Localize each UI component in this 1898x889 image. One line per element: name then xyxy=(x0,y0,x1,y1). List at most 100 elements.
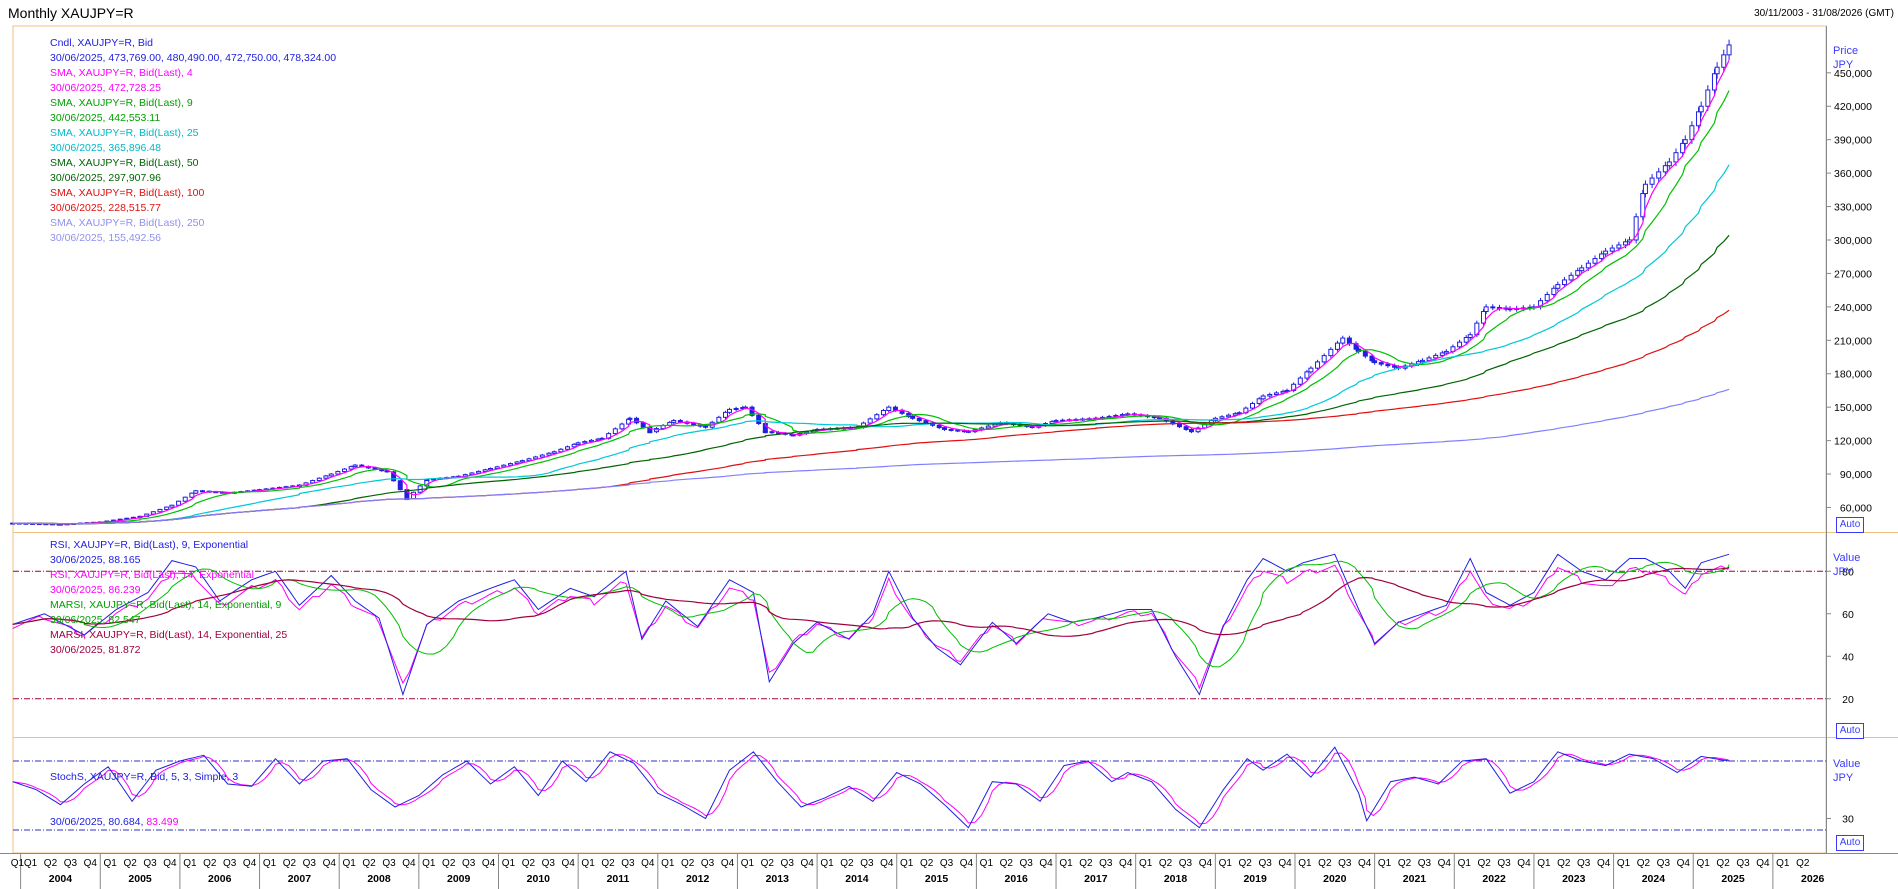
x-quarter-label: Q3 xyxy=(701,858,715,869)
x-quarter-label: Q1 xyxy=(1219,858,1233,869)
candle-body xyxy=(482,469,488,472)
candle-body xyxy=(1698,105,1704,113)
price-tick-label: 270,000 xyxy=(1834,268,1872,280)
x-quarter-label: Q2 xyxy=(1159,858,1173,869)
rsi-legend-line-0: RSI, XAUJPY=R, Bid(Last), 9, Exponential xyxy=(50,539,249,551)
stoch-legend: StochS, XAUJPY=R, Bid, 5, 3, Simple, 3 3… xyxy=(50,740,238,845)
x-quarter-label: Q4 xyxy=(163,858,177,869)
candle-body xyxy=(1623,241,1629,246)
x-quarter-label: Q3 xyxy=(1258,858,1272,869)
rsi-auto-button[interactable]: Auto xyxy=(1836,723,1864,739)
marsi25-line xyxy=(12,566,1730,637)
candle-body xyxy=(494,466,500,469)
candle-body xyxy=(150,511,156,515)
rsi-legend-line-6: MARSI, XAUJPY=R, Bid(Last), 14, Exponent… xyxy=(50,629,288,641)
candle-body xyxy=(1592,258,1598,264)
candle-body xyxy=(352,464,358,468)
x-quarter-label: Q3 xyxy=(64,858,78,869)
stoch-k-line xyxy=(12,746,1730,829)
price-tick-label: 420,000 xyxy=(1834,101,1872,113)
x-quarter-label: Q2 xyxy=(1079,858,1093,869)
x-quarter-label: Q3 xyxy=(940,858,954,869)
x-quarter-label: Q1 xyxy=(502,858,516,869)
candle-body xyxy=(612,428,618,435)
x-year-label: 2004 xyxy=(49,873,73,885)
candle-body xyxy=(1711,73,1717,91)
stoch-auto-button[interactable]: Auto xyxy=(1836,835,1864,851)
price-legend-line-13: 30/06/2025, 155,492.56 xyxy=(50,232,161,244)
price-legend-line-1: 30/06/2025, 473,769.00, 480,490.00, 472,… xyxy=(50,52,337,64)
sma-250-line xyxy=(12,388,1730,525)
rsi9-line xyxy=(12,553,1730,697)
stoch-unit-label: Value xyxy=(1833,758,1861,770)
x-quarter-label: Q1 xyxy=(1537,858,1551,869)
x-year-label: 2022 xyxy=(1482,873,1506,885)
x-quarter-label: Q4 xyxy=(960,858,974,869)
candle-body xyxy=(1568,274,1574,281)
x-year-label: 2008 xyxy=(367,873,391,885)
x-quarter-label: Q4 xyxy=(800,858,814,869)
candle-body xyxy=(942,427,948,430)
price-currency-label: JPY xyxy=(1833,59,1854,71)
candle-body xyxy=(323,475,329,479)
candle-body xyxy=(1053,420,1059,423)
rsi-tick-label: 60 xyxy=(1842,609,1854,621)
x-quarter-label: Q1 xyxy=(263,858,277,869)
candle-body xyxy=(1457,341,1463,348)
candle-body xyxy=(619,423,625,430)
candle-body xyxy=(1273,392,1279,395)
x-quarter-label: Q4 xyxy=(1597,858,1611,869)
x-quarter-label: Q3 xyxy=(1099,858,1113,869)
x-year-label: 2025 xyxy=(1721,873,1745,885)
candle-body xyxy=(164,506,170,510)
x-year-label: 2007 xyxy=(288,873,312,885)
x-quarter-label: Q4 xyxy=(880,858,894,869)
price-legend-line-6: SMA, XAUJPY=R, Bid(Last), 25 xyxy=(50,127,199,139)
price-tick-label: 360,000 xyxy=(1834,168,1872,180)
x-quarter-label: Q1 xyxy=(11,858,25,869)
candle-body xyxy=(1544,293,1550,302)
x-quarter-label: Q2 xyxy=(123,858,137,869)
candle-body xyxy=(1666,161,1672,167)
candle-body xyxy=(488,467,494,471)
x-quarter-label: Q4 xyxy=(641,858,655,869)
x-quarter-label: Q2 xyxy=(1398,858,1412,869)
x-quarter-label: Q4 xyxy=(562,858,576,869)
price-auto-button[interactable]: Auto xyxy=(1836,517,1864,533)
candle-body xyxy=(1195,427,1201,433)
price-tick-label: 240,000 xyxy=(1834,302,1872,314)
candle-body xyxy=(762,431,768,434)
x-quarter-label: Q2 xyxy=(761,858,775,869)
stoch-legend-line1: StochS, XAUJPY=R, Bid, 5, 3, Simple, 3 xyxy=(50,771,239,783)
candle-body xyxy=(546,452,552,456)
marsi9-line xyxy=(12,560,1730,668)
sma-4-line xyxy=(12,59,1730,525)
candle-body xyxy=(1433,354,1439,359)
x-quarter-label: Q4 xyxy=(1039,858,1053,869)
candle-body xyxy=(948,428,954,431)
price-tick-label: 150,000 xyxy=(1834,402,1872,414)
x-quarter-label: Q2 xyxy=(1557,858,1571,869)
sma-9-line xyxy=(12,90,1730,525)
candle-body xyxy=(1480,311,1486,324)
candle-body xyxy=(539,454,545,458)
candle-body xyxy=(627,417,633,420)
candle-body xyxy=(1616,244,1622,249)
candle-body xyxy=(1256,398,1262,404)
x-quarter-label: Q4 xyxy=(1358,858,1372,869)
x-quarter-label: Q1 xyxy=(581,858,595,869)
candle-body xyxy=(1609,247,1615,252)
candle-body xyxy=(671,420,677,423)
candle-body xyxy=(985,425,991,429)
x-quarter-label: Q3 xyxy=(1179,858,1193,869)
price-legend-line-10: SMA, XAUJPY=R, Bid(Last), 100 xyxy=(50,187,205,199)
rsi-legend-line-7: 30/06/2025, 81.872 xyxy=(50,644,141,656)
x-quarter-label: Q4 xyxy=(84,858,98,869)
rsi-tick-label: 20 xyxy=(1842,694,1854,706)
x-quarter-label: Q4 xyxy=(1756,858,1770,869)
candle-body xyxy=(867,418,873,424)
candle-body xyxy=(1304,371,1310,379)
candle-body xyxy=(1705,89,1711,107)
rsi-unit-label: Value xyxy=(1833,552,1861,564)
